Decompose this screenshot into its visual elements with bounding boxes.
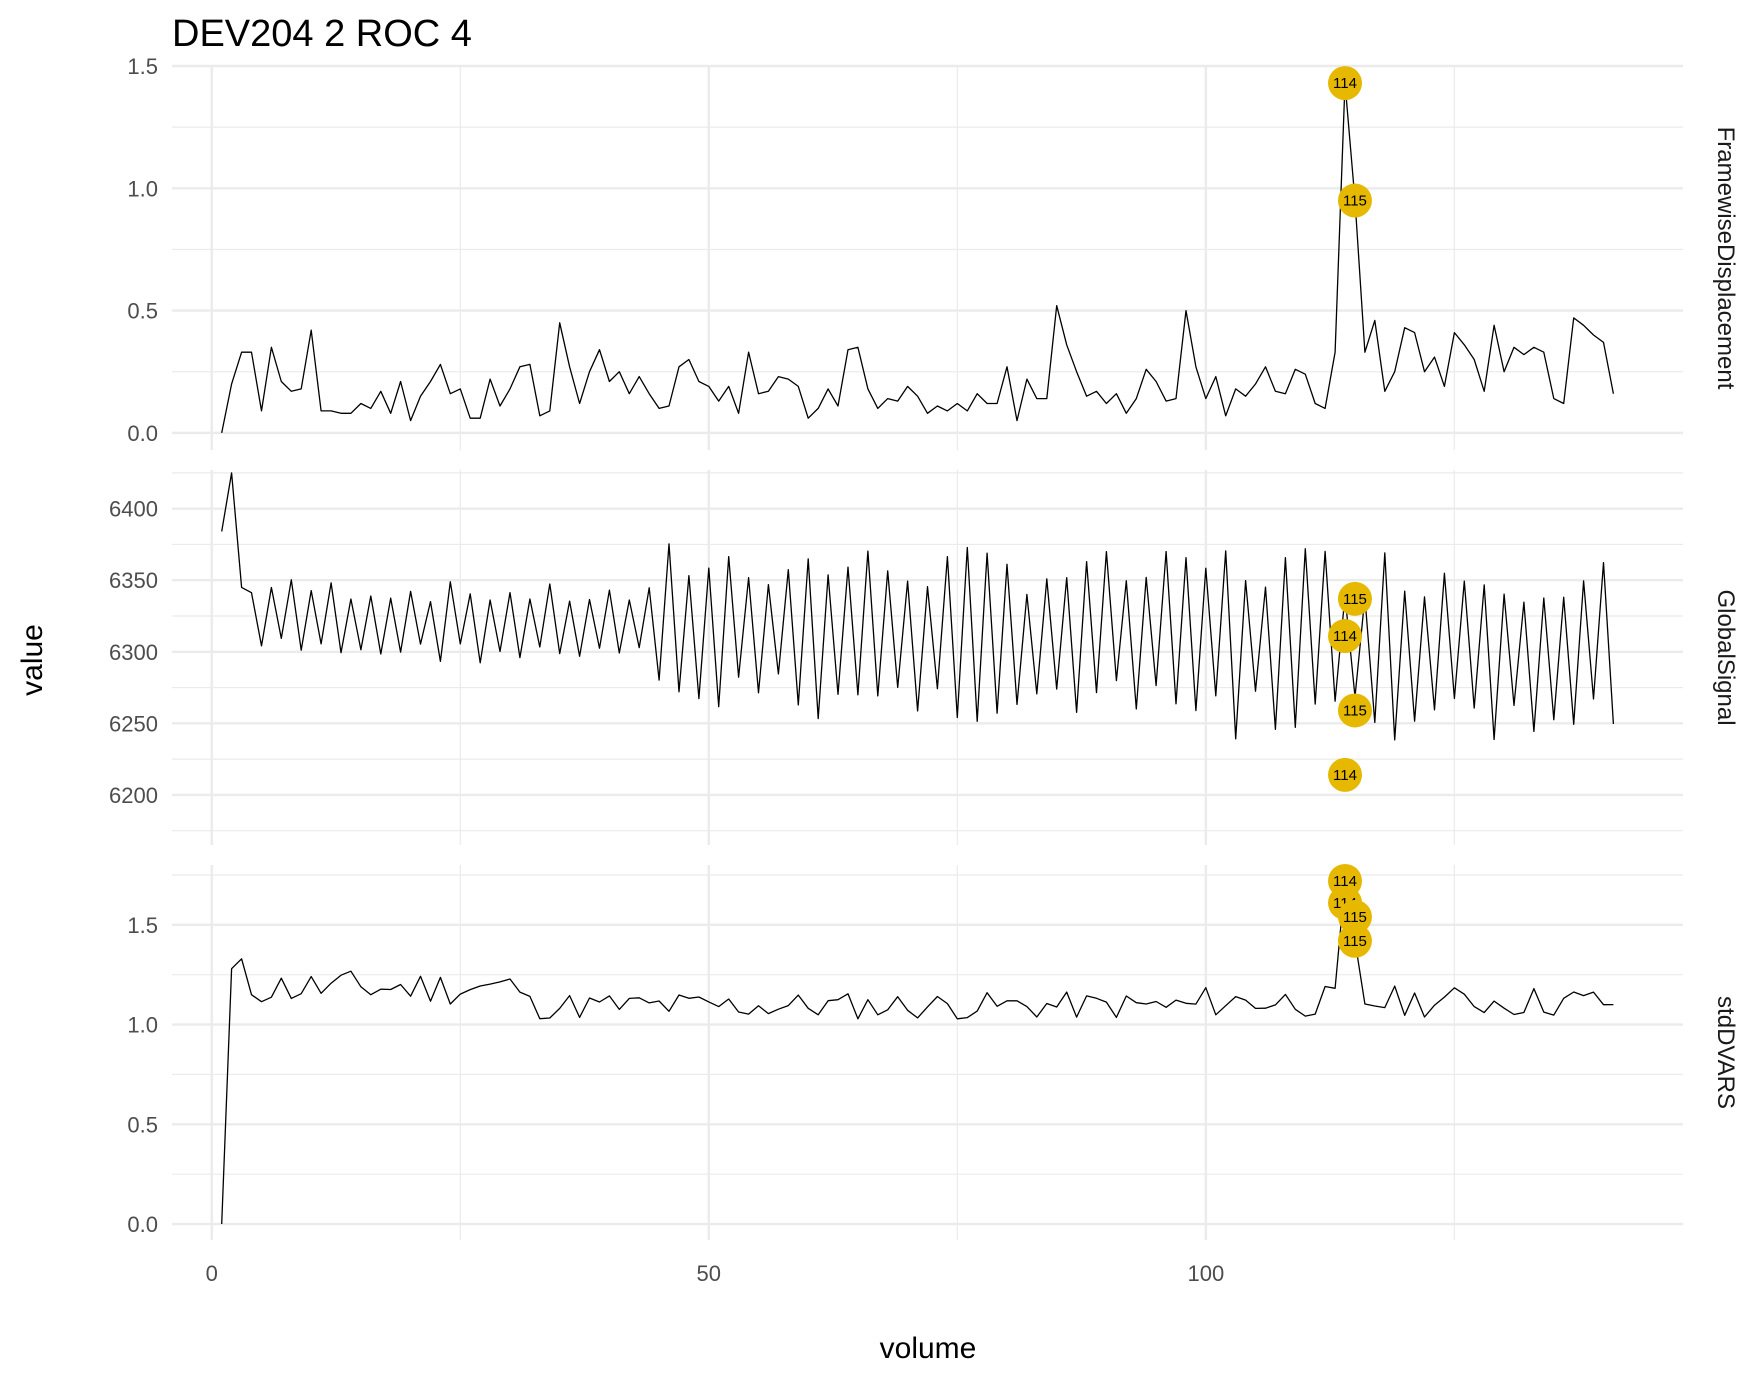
outlier-marker <box>1337 693 1372 728</box>
facet-label: GlobalSignal <box>1712 589 1739 725</box>
outlier-marker <box>1337 581 1372 616</box>
y-axis-title: value <box>16 624 49 696</box>
y-tick-label: 0.5 <box>127 1112 158 1137</box>
panel-FramewiseDisplacement: 0.0 0.5 1.0 1.5 114 115 FramewiseDisplacement <box>127 54 1739 450</box>
outlier-marker <box>1328 757 1363 792</box>
x-tick-label: 0 <box>206 1261 218 1286</box>
outlier-marker <box>1328 66 1363 101</box>
y-tick-label: 0.0 <box>127 1212 158 1237</box>
series-line-GlobalSignal <box>221 472 1615 741</box>
outlier-marker <box>1337 183 1372 218</box>
panel-GlobalSignal: 6200 6250 6300 6350 6400 114 114 115 115 GlobalSi… <box>109 470 1739 845</box>
outlier-label: 114 <box>1333 767 1357 784</box>
facet-label: stdDVARS <box>1712 996 1739 1109</box>
outlier-label: 115 <box>1343 702 1367 719</box>
y-tick-label: 0.0 <box>127 421 158 446</box>
y-tick-label: 6250 <box>109 711 158 736</box>
chart-title: DEV204 2 ROC 4 <box>172 13 472 55</box>
y-tick-label: 1.5 <box>127 913 158 938</box>
y-tick-label: 6350 <box>109 568 158 593</box>
x-tick-label: 100 <box>1187 1261 1224 1286</box>
y-tick-label: 1.0 <box>127 176 158 201</box>
panel-stdDVARS: 0.00.51.01.5114114115115stdDVARS <box>127 863 1739 1240</box>
y-tick-label: 6400 <box>109 497 158 522</box>
outlier-label: 115 <box>1343 909 1367 926</box>
y-tick-label: 1.5 <box>127 54 158 79</box>
outlier-marker <box>1337 923 1372 958</box>
y-tick-label: 6300 <box>109 640 158 665</box>
y-tick-label: 0.5 <box>127 299 158 324</box>
outlier-label: 115 <box>1343 933 1367 950</box>
x-axis: 0 50 100 <box>206 1261 1225 1286</box>
outlier-label: 114 <box>1333 628 1357 645</box>
chart-panels: 0.0 0.5 1.0 1.5 114 115 FramewiseDisplacement 6… <box>109 54 1739 1286</box>
x-tick-label: 50 <box>697 1261 721 1286</box>
outlier-label: 115 <box>1343 193 1367 210</box>
series-line-FramewiseDisplacement <box>221 82 1615 434</box>
outlier-label: 114 <box>1333 873 1357 890</box>
outlier-marker <box>1337 899 1372 934</box>
y-tick-label: 6200 <box>109 783 158 808</box>
facet-label: FramewiseDisplacement <box>1712 127 1739 390</box>
outlier-label: 114 <box>1333 75 1357 92</box>
x-axis-title: volume <box>880 1332 977 1365</box>
outlier-label: 115 <box>1343 591 1367 608</box>
series-line-stdDVARS <box>221 880 1614 1225</box>
outlier-marker <box>1328 619 1363 654</box>
y-tick-label: 1.0 <box>127 1013 158 1038</box>
